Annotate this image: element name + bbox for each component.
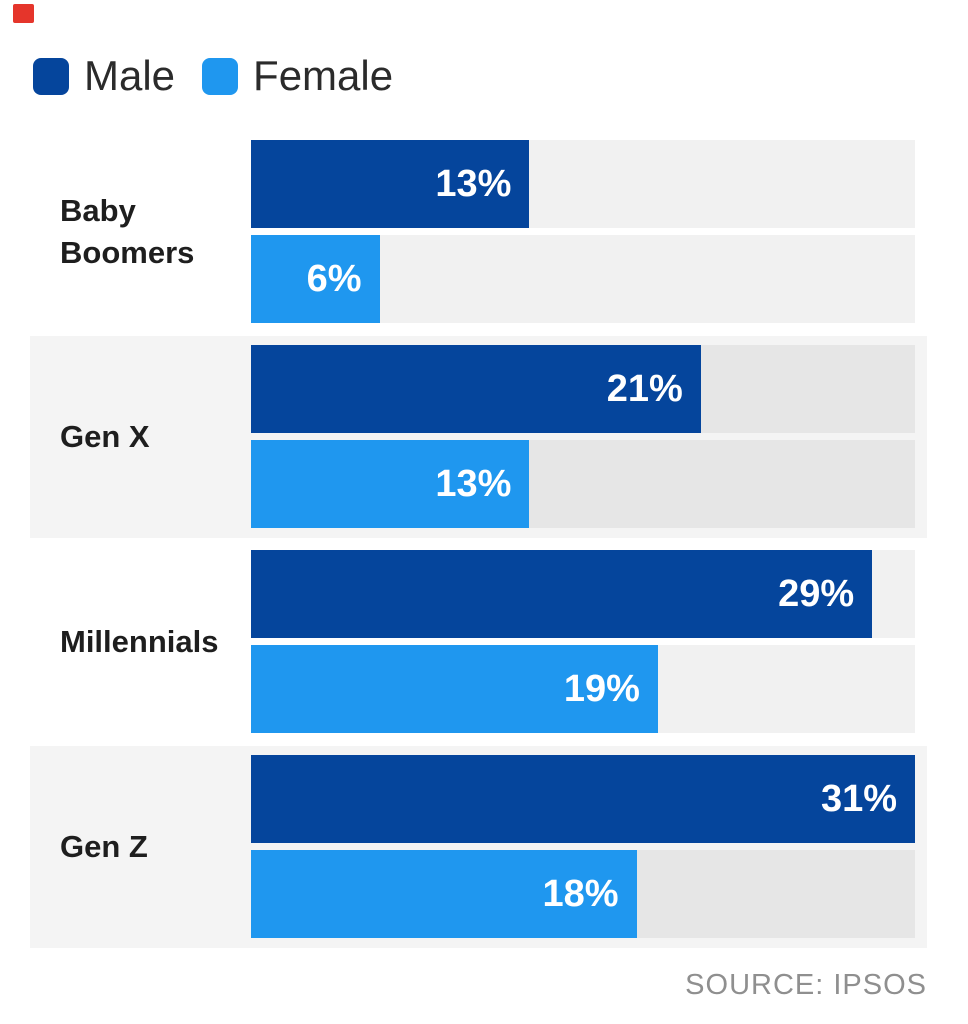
bar-group-gen-x: Gen X 21% 13% [30,336,927,538]
male-bar-track: 29% [251,550,915,638]
male-swatch-icon [33,57,69,95]
category-label: Millennials [60,624,219,660]
bar-groups: Baby Boomers 13% 6% Gen X [30,131,927,951]
bar-group-gen-z: Gen Z 31% 18% [30,746,927,948]
female-bar-track: 19% [251,645,915,733]
female-bar-value: 6% [306,258,362,300]
female-bar-track: 13% [251,440,915,528]
source-credit: SOURCE: IPSOS [685,969,927,1001]
female-bar: 18% [251,850,637,938]
male-bar-track: 31% [251,755,915,843]
bar-group-millennials: Millennials 29% 19% [30,541,927,743]
bar-pair: 31% 18% [251,755,915,938]
female-bar: 19% [251,645,658,733]
category-label: Gen Z [60,829,148,865]
female-bar-track: 6% [251,235,915,323]
category-label: Gen X [60,419,150,455]
legend-label-female: Female [253,52,394,99]
female-bar: 6% [251,235,380,323]
male-bar: 29% [251,550,873,638]
male-bar-value: 13% [435,163,512,205]
bar-group-baby-boomers: Baby Boomers 13% 6% [30,131,927,333]
male-bar-track: 21% [251,345,915,433]
male-bar: 31% [251,755,915,843]
male-bar: 21% [251,345,701,433]
bar-pair: 29% 19% [251,550,915,733]
male-bar: 13% [251,140,530,228]
bar-pair: 13% 6% [251,140,915,323]
bar-pair: 21% 13% [251,345,915,528]
legend-label-male: Male [84,52,176,99]
female-bar-track: 18% [251,850,915,938]
legend: Male Female [33,55,393,97]
red-marker [13,4,34,23]
male-bar-value: 31% [820,778,897,820]
male-bar-value: 21% [606,368,683,410]
female-bar-value: 13% [435,463,512,505]
male-bar-value: 29% [778,573,855,615]
female-bar-value: 18% [542,873,619,915]
female-bar-value: 19% [563,668,640,710]
legend-item-female: Female [202,55,393,97]
legend-item-male: Male [33,55,175,97]
female-swatch-icon [202,57,239,95]
male-bar-track: 13% [251,140,915,228]
female-bar: 13% [251,440,530,528]
category-label: Baby Boomers [60,193,195,270]
